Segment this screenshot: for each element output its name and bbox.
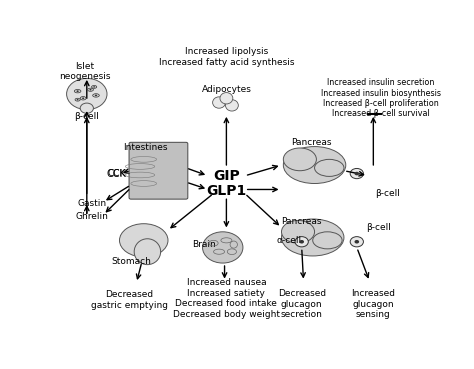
Ellipse shape — [300, 240, 304, 244]
Text: Increased nausea
Increased satiety
Decreased food intake
Decreased body weight: Increased nausea Increased satiety Decre… — [173, 279, 280, 319]
Text: Decreased
gastric emptying: Decreased gastric emptying — [91, 290, 167, 310]
Text: Ghrelin: Ghrelin — [76, 212, 109, 221]
Ellipse shape — [283, 148, 316, 171]
Text: CCK: CCK — [106, 169, 126, 179]
Ellipse shape — [76, 90, 79, 92]
Ellipse shape — [315, 159, 344, 176]
Text: Decreased
glucagon
secretion: Decreased glucagon secretion — [278, 289, 326, 319]
Text: Brain: Brain — [192, 240, 216, 249]
Ellipse shape — [95, 94, 97, 96]
Ellipse shape — [93, 94, 99, 97]
Ellipse shape — [213, 97, 226, 108]
Ellipse shape — [74, 89, 81, 93]
Ellipse shape — [355, 240, 359, 244]
Ellipse shape — [93, 86, 95, 87]
Text: Increased
glucagon
sensing: Increased glucagon sensing — [351, 289, 395, 319]
Text: Pancreas: Pancreas — [291, 138, 331, 147]
Text: Intestines: Intestines — [123, 144, 168, 152]
Ellipse shape — [88, 88, 93, 91]
Text: Adipocytes: Adipocytes — [201, 85, 251, 94]
Ellipse shape — [119, 224, 168, 257]
Ellipse shape — [282, 219, 344, 256]
Ellipse shape — [202, 232, 243, 263]
Text: Increased insulin secretion
Increased insulin biosynthesis
Increased β-cell prol: Increased insulin secretion Increased in… — [321, 78, 441, 118]
Ellipse shape — [75, 98, 80, 101]
Text: Islet
neogenesis: Islet neogenesis — [59, 62, 111, 81]
Ellipse shape — [355, 172, 359, 175]
Ellipse shape — [90, 89, 91, 90]
Text: α-cell: α-cell — [276, 236, 301, 245]
Text: β-cell: β-cell — [74, 112, 99, 121]
Ellipse shape — [350, 237, 364, 247]
Ellipse shape — [313, 232, 342, 249]
Text: CCK: CCK — [107, 169, 126, 178]
Ellipse shape — [91, 86, 97, 88]
Ellipse shape — [80, 97, 86, 100]
Text: GLP1: GLP1 — [206, 184, 246, 198]
Ellipse shape — [282, 220, 315, 243]
Ellipse shape — [226, 100, 238, 111]
Ellipse shape — [77, 99, 79, 100]
Text: β-cell: β-cell — [366, 223, 391, 232]
Text: Pancreas: Pancreas — [282, 217, 322, 226]
Text: Stomach: Stomach — [111, 257, 151, 266]
Ellipse shape — [80, 103, 93, 113]
Ellipse shape — [134, 239, 161, 265]
Text: Gastin: Gastin — [78, 199, 107, 208]
Ellipse shape — [82, 97, 84, 99]
Ellipse shape — [220, 93, 233, 104]
Text: GIP: GIP — [213, 169, 240, 183]
Ellipse shape — [66, 78, 107, 110]
Ellipse shape — [283, 146, 346, 183]
Text: β-cell: β-cell — [375, 189, 401, 198]
Ellipse shape — [350, 168, 364, 179]
FancyBboxPatch shape — [129, 142, 188, 199]
Text: Increased lipolysis
Increased fatty acid synthesis: Increased lipolysis Increased fatty acid… — [159, 47, 294, 67]
Ellipse shape — [295, 237, 308, 247]
